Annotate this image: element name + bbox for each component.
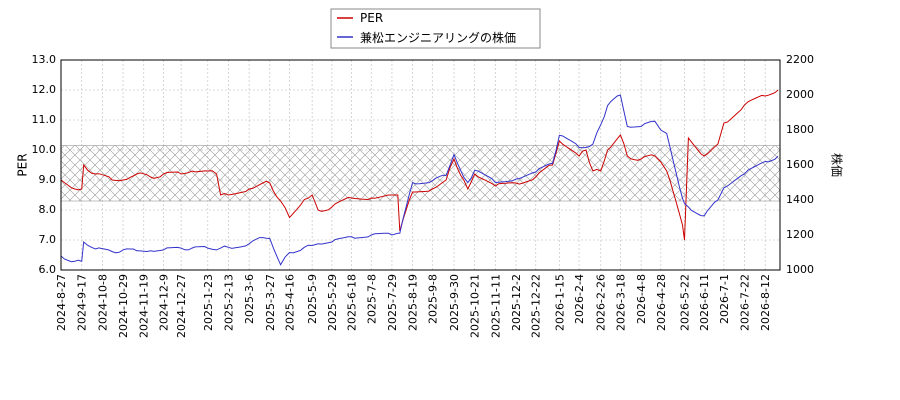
right-tick-label: 2000: [786, 88, 814, 101]
x-tick-label: 2025-12-22: [530, 274, 543, 338]
x-tick-label: 2025-12-2: [510, 274, 523, 331]
legend-label-per: PER: [360, 11, 383, 25]
x-tick-label: 2026-1-15: [553, 274, 566, 331]
x-tick-label: 2024-12-27: [175, 274, 188, 338]
x-tick-label: 2025-3-6: [243, 274, 256, 324]
x-tick-label: 2025-7-8: [365, 274, 378, 324]
x-tick-label: 2025-5-29: [326, 274, 339, 331]
right-tick-label: 1000: [786, 263, 814, 276]
x-tick-label: 2025-1-23: [202, 274, 215, 331]
left-axis-title: PER: [16, 153, 30, 176]
right-tick-label: 2200: [786, 53, 814, 66]
legend-label-price: 兼松エンジニアリングの株価: [360, 30, 516, 45]
left-tick-label: 7.0: [39, 233, 57, 246]
x-tick-label: 2025-9-30: [448, 274, 461, 331]
series-line-price: [61, 94, 779, 266]
band: [60, 145, 781, 202]
left-tick-label: 9.0: [39, 173, 57, 186]
x-tick-label: 2025-5-9: [306, 274, 319, 324]
x-tick-label: 2026-8-12: [759, 274, 772, 331]
left-tick-label: 8.0: [39, 203, 57, 216]
x-tick-label: 2026-4-8: [635, 274, 648, 324]
x-tick-label: 2024-10-29: [117, 274, 130, 338]
x-tick-label: 2026-5-22: [678, 274, 691, 331]
x-tick-label: 2026-7-1: [718, 274, 731, 324]
x-tick-label: 2026-2-4: [573, 274, 586, 324]
x-tick-label: 2026-3-18: [614, 274, 627, 331]
x-tick-label: 2024-8-27: [55, 274, 68, 331]
x-tick-label: 2025-7-29: [386, 274, 399, 331]
left-tick-label: 11.0: [32, 113, 57, 126]
x-tick-label: 2024-11-19: [138, 274, 151, 338]
legend-box: [330, 8, 541, 49]
left-tick-label: 13.0: [32, 53, 57, 66]
x-axis-ticks: 2024-8-27 2024-9-17 2024-10-8 2024-10-29 202…: [55, 274, 772, 338]
x-tick-label: 2025-11-11: [489, 274, 502, 338]
legend: PER 兼松エンジニアリングの株価: [330, 8, 541, 49]
right-tick-label: 1800: [786, 123, 814, 136]
x-tick-label: 2025-9-8: [426, 274, 439, 324]
x-tick-label: 2025-2-13: [222, 274, 235, 331]
left-tick-label: 6.0: [39, 263, 57, 276]
left-tick-label: 10.0: [32, 143, 57, 156]
x-tick-label: 2026-2-26: [595, 274, 608, 331]
series-line-per: [61, 89, 779, 241]
x-tick-label: 2025-8-19: [407, 274, 420, 331]
x-tick-label: 2024-12-9: [157, 274, 170, 331]
right-axis-title: 株価: [830, 153, 845, 177]
x-tick-label: 2026-4-28: [655, 274, 668, 331]
left-tick-label: 12.0: [32, 83, 57, 96]
x-tick-label: 2024-10-8: [96, 274, 109, 331]
plot-frame: [60, 59, 781, 271]
left-axis-ticks: 6.0 7.0 8.0 9.0 10.0 11.0 12.0 13.0: [32, 53, 57, 276]
right-tick-label: 1400: [786, 193, 814, 206]
right-tick-label: 1600: [786, 158, 814, 171]
x-tick-label: 2025-3-27: [264, 274, 277, 331]
x-tick-label: 2026-7-22: [739, 274, 752, 331]
right-axis-ticks: 1000 1200 1400 1600 1800 2000 2200: [786, 53, 814, 276]
x-tick-label: 2026-6-11: [698, 274, 711, 331]
x-tick-label: 2025-10-21: [469, 274, 482, 338]
right-tick-label: 1200: [786, 228, 814, 241]
x-tick-label: 2024-9-17: [76, 274, 89, 331]
x-tick-label: 2025-4-16: [284, 274, 297, 331]
x-tick-label: 2025-6-18: [346, 274, 359, 331]
